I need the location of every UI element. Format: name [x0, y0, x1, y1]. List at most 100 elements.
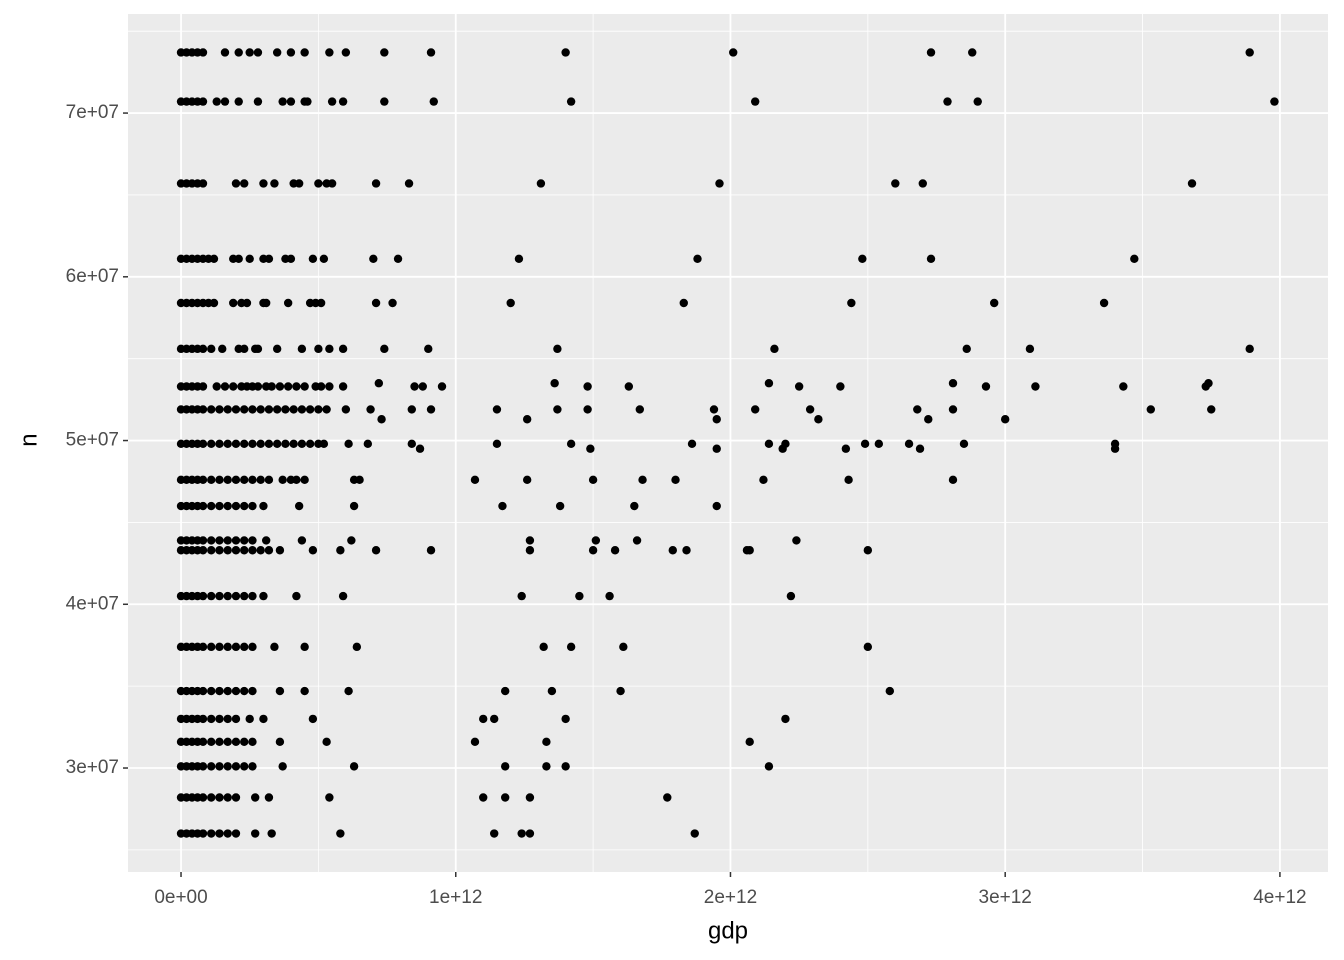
point — [388, 298, 397, 308]
point — [426, 405, 436, 414]
point — [253, 344, 263, 354]
point — [223, 642, 232, 652]
point — [234, 97, 243, 106]
x-tick-label: 4e+12 — [1253, 887, 1306, 908]
point — [377, 415, 386, 424]
point — [393, 254, 403, 263]
point — [198, 546, 208, 555]
point — [841, 444, 851, 453]
point — [369, 254, 378, 263]
point — [207, 714, 216, 724]
point — [500, 793, 510, 802]
point — [297, 439, 307, 449]
point — [781, 714, 790, 724]
point — [858, 254, 867, 263]
point — [240, 475, 249, 485]
point — [248, 686, 257, 696]
point — [338, 382, 348, 391]
point — [250, 829, 260, 838]
point — [272, 344, 282, 354]
point — [750, 405, 760, 414]
point — [355, 475, 364, 485]
point — [547, 686, 557, 696]
point — [223, 475, 232, 485]
point — [264, 475, 274, 485]
point — [207, 642, 216, 652]
point — [253, 48, 263, 57]
point — [300, 48, 309, 57]
point — [764, 439, 774, 449]
point — [292, 591, 301, 601]
point — [553, 344, 562, 354]
point — [209, 254, 219, 263]
point — [267, 829, 276, 838]
point — [363, 439, 373, 449]
point — [207, 475, 216, 485]
point — [264, 254, 274, 263]
point — [316, 298, 326, 308]
point — [948, 475, 958, 485]
point — [248, 501, 257, 511]
point — [259, 179, 268, 188]
point — [245, 48, 254, 57]
point — [325, 382, 334, 391]
point — [341, 48, 351, 57]
point — [712, 415, 721, 424]
point — [525, 546, 535, 555]
point — [300, 475, 309, 485]
point — [218, 344, 227, 354]
point — [198, 344, 208, 354]
point — [1245, 344, 1254, 354]
point — [836, 382, 845, 391]
point — [679, 298, 688, 308]
point — [198, 762, 208, 771]
point — [374, 379, 384, 388]
point — [764, 762, 774, 771]
point — [261, 536, 271, 545]
point — [904, 439, 914, 449]
point — [479, 793, 488, 802]
point — [240, 439, 249, 449]
point — [240, 686, 249, 696]
point — [198, 405, 208, 414]
point — [198, 475, 208, 485]
point — [275, 686, 285, 696]
point — [583, 382, 592, 391]
point — [764, 379, 774, 388]
point — [814, 415, 823, 424]
point — [341, 405, 351, 414]
point — [231, 439, 241, 449]
point — [344, 686, 353, 696]
point — [207, 344, 216, 354]
point — [286, 97, 296, 106]
point — [517, 829, 526, 838]
point — [207, 501, 216, 511]
point — [292, 382, 301, 391]
point — [231, 793, 241, 802]
point — [555, 501, 565, 511]
point — [303, 97, 312, 106]
point — [316, 382, 326, 391]
point — [207, 762, 216, 771]
point — [1110, 444, 1120, 453]
point — [270, 642, 279, 652]
point — [407, 405, 416, 414]
point — [926, 48, 936, 57]
point — [536, 179, 546, 188]
point — [215, 536, 224, 545]
point — [500, 686, 510, 696]
point — [322, 405, 331, 414]
point — [325, 793, 334, 802]
point — [223, 405, 232, 414]
point — [198, 439, 208, 449]
point — [616, 686, 625, 696]
point — [281, 439, 290, 449]
point — [275, 546, 285, 555]
point — [371, 546, 381, 555]
point — [498, 501, 507, 511]
point — [223, 686, 232, 696]
point — [240, 405, 249, 414]
point — [745, 737, 754, 747]
point — [1187, 179, 1197, 188]
point — [690, 829, 699, 838]
